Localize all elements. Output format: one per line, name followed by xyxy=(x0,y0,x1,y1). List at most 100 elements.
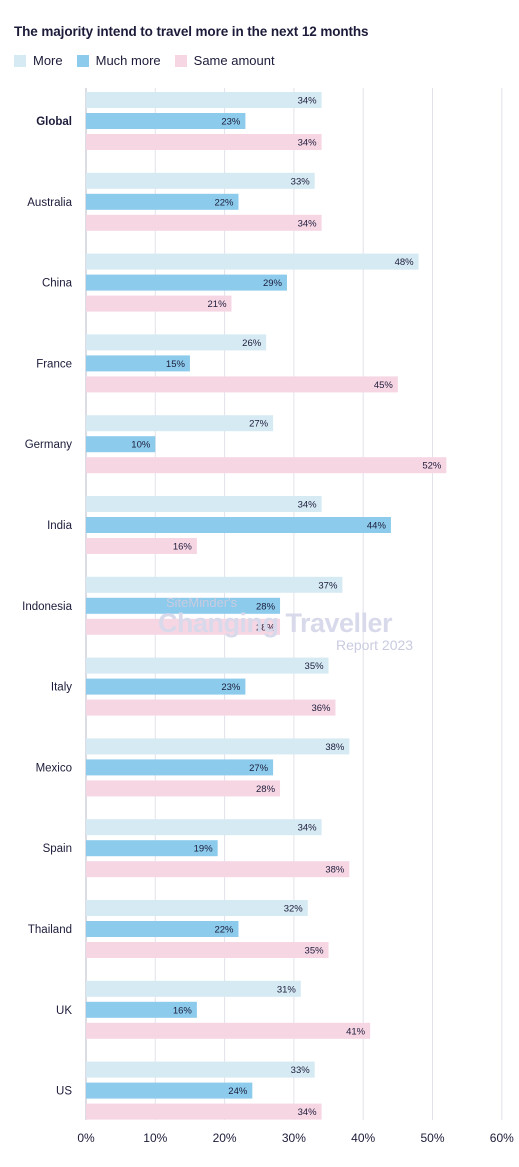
bar-same-amount-us xyxy=(86,1103,322,1120)
bar-much-more-global xyxy=(86,113,246,129)
category-label-germany: Germany xyxy=(25,439,73,451)
bar-more-spain xyxy=(86,819,322,836)
chart-title: The majority intend to travel more in th… xyxy=(14,24,369,39)
category-label-italy: Italy xyxy=(51,682,72,694)
value-label-much-more-uk: 16% xyxy=(173,1005,193,1016)
bar-more-italy xyxy=(86,657,329,674)
value-label-same-amount-global: 34% xyxy=(298,138,318,149)
bar-more-china xyxy=(86,253,419,270)
bar-same-amount-thailand xyxy=(86,942,329,958)
value-label-much-more-india: 44% xyxy=(367,521,387,532)
bar-much-more-indonesia xyxy=(86,597,281,614)
bar-more-uk xyxy=(86,980,301,997)
category-label-spain: Spain xyxy=(43,843,72,855)
value-label-same-amount-france: 45% xyxy=(374,380,394,391)
bar-much-more-germany xyxy=(86,436,156,453)
bar-more-us xyxy=(86,1061,315,1078)
x-tick-label-30: 30% xyxy=(282,1131,306,1145)
bar-much-more-thailand xyxy=(86,921,239,937)
value-label-much-more-germany: 10% xyxy=(131,440,151,451)
bar-much-more-italy xyxy=(86,678,246,695)
legend-item-much-more: Much more xyxy=(76,53,161,68)
value-label-same-amount-thailand: 35% xyxy=(305,946,325,957)
bar-same-amount-global xyxy=(86,134,322,150)
bar-much-more-india xyxy=(86,517,391,533)
value-label-much-more-us: 24% xyxy=(228,1086,248,1097)
value-label-same-amount-india: 16% xyxy=(173,542,193,553)
value-label-much-more-france: 15% xyxy=(166,359,186,370)
value-label-more-mexico: 38% xyxy=(325,742,345,753)
value-label-more-china: 48% xyxy=(395,257,415,268)
value-label-more-germany: 27% xyxy=(249,419,269,430)
bar-same-amount-italy xyxy=(86,699,336,716)
value-label-same-amount-italy: 36% xyxy=(311,703,331,714)
legend: More Much more Same amount xyxy=(14,53,289,68)
x-tick-label-10: 10% xyxy=(143,1131,167,1145)
bar-same-amount-australia xyxy=(86,214,322,231)
value-label-much-more-global: 23% xyxy=(221,117,241,128)
x-tick-label-0: 0% xyxy=(77,1131,95,1145)
category-label-global: Global xyxy=(36,116,72,128)
value-label-same-amount-china: 21% xyxy=(208,299,228,310)
value-label-more-us: 33% xyxy=(291,1065,311,1076)
bar-same-amount-indonesia xyxy=(86,618,281,635)
bar-more-thailand xyxy=(86,900,308,916)
bar-same-amount-germany xyxy=(86,457,447,474)
value-label-more-australia: 33% xyxy=(291,176,311,187)
legend-item-more: More xyxy=(14,53,63,68)
value-label-more-thailand: 32% xyxy=(284,904,304,915)
bar-more-mexico xyxy=(86,738,350,755)
value-label-more-italy: 35% xyxy=(305,661,325,672)
bar-more-india xyxy=(86,496,322,512)
bar-much-more-australia xyxy=(86,193,239,210)
value-label-much-more-thailand: 22% xyxy=(214,925,234,936)
bar-same-amount-spain xyxy=(86,861,350,878)
bar-same-amount-france xyxy=(86,376,398,393)
value-label-more-global: 34% xyxy=(298,96,318,107)
category-label-india: India xyxy=(47,520,73,532)
bar-much-more-uk xyxy=(86,1001,197,1018)
value-label-same-amount-indonesia: 28% xyxy=(256,622,276,633)
value-label-much-more-indonesia: 28% xyxy=(256,601,276,612)
bar-much-more-mexico xyxy=(86,759,274,776)
value-label-more-spain: 34% xyxy=(298,823,318,834)
x-tick-label-50: 50% xyxy=(420,1131,444,1145)
x-tick-label-20: 20% xyxy=(213,1131,237,1145)
value-label-much-more-australia: 22% xyxy=(214,197,234,208)
bar-much-more-us xyxy=(86,1082,253,1099)
category-label-australia: Australia xyxy=(27,197,72,209)
value-label-same-amount-australia: 34% xyxy=(298,218,318,229)
category-label-thailand: Thailand xyxy=(28,924,72,936)
bar-same-amount-india xyxy=(86,538,197,554)
value-label-more-france: 26% xyxy=(242,338,262,349)
bar-much-more-spain xyxy=(86,840,218,857)
bar-same-amount-china xyxy=(86,295,232,312)
bar-same-amount-uk xyxy=(86,1022,371,1039)
x-tick-label-60: 60% xyxy=(490,1131,514,1145)
value-label-same-amount-spain: 38% xyxy=(325,865,345,876)
legend-swatch-same-amount xyxy=(174,54,187,67)
category-label-mexico: Mexico xyxy=(36,762,72,774)
bar-more-france xyxy=(86,334,267,351)
legend-swatch-more xyxy=(14,54,26,67)
value-label-much-more-italy: 23% xyxy=(221,682,241,693)
legend-label-much-more: Much more xyxy=(95,53,161,68)
category-label-indonesia: Indonesia xyxy=(22,601,72,613)
category-label-china: China xyxy=(42,278,73,290)
value-label-same-amount-uk: 41% xyxy=(346,1026,366,1037)
value-label-much-more-spain: 19% xyxy=(194,844,214,855)
legend-label-same-amount: Same amount xyxy=(193,53,275,68)
value-label-much-more-china: 29% xyxy=(263,278,283,289)
legend-swatch-much-more xyxy=(76,54,89,67)
bar-more-germany xyxy=(86,415,274,432)
value-label-more-indonesia: 37% xyxy=(318,580,338,591)
category-label-us: US xyxy=(56,1086,72,1098)
bar-more-australia xyxy=(86,172,315,189)
value-label-much-more-mexico: 27% xyxy=(249,763,269,774)
legend-item-same-amount: Same amount xyxy=(174,53,275,68)
legend-label-more: More xyxy=(33,53,63,68)
value-label-same-amount-mexico: 28% xyxy=(256,784,276,795)
bar-same-amount-mexico xyxy=(86,780,281,797)
category-label-france: France xyxy=(36,358,72,370)
